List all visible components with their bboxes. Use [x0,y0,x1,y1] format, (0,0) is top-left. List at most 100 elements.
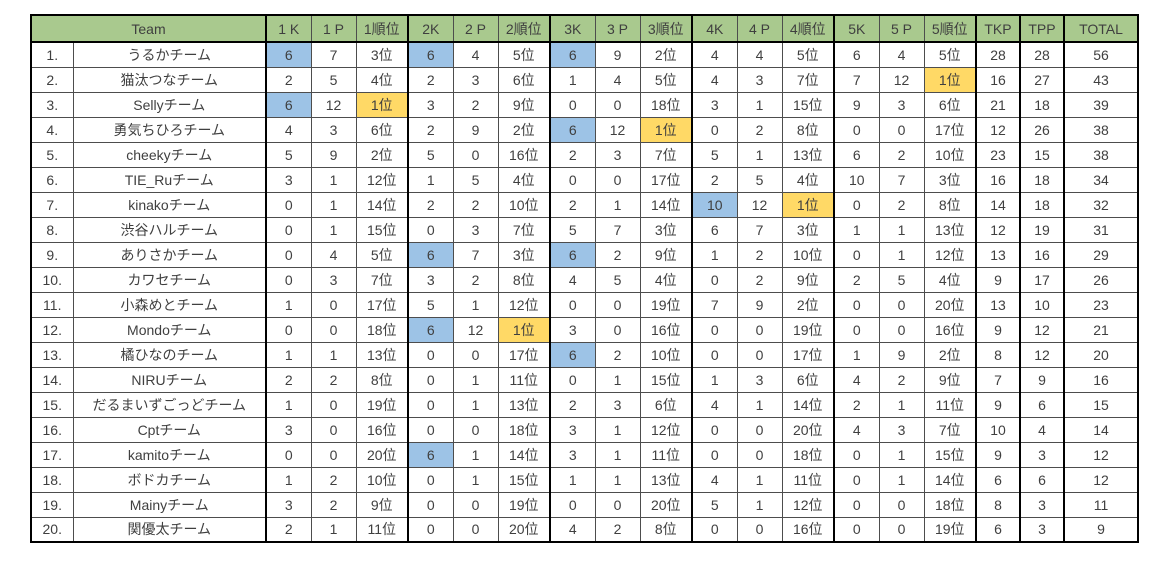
cell-3k: 0 [549,491,596,518]
header-cell-1p: 1 P [310,14,357,43]
cell-5rank: 6位 [923,91,977,118]
cell-2rank: 5位 [497,41,551,68]
cell-5rank: 3位 [923,166,977,193]
cell-5rank: 11位 [923,391,977,418]
cell-3k: 0 [549,91,596,118]
cell-4k: 10 [691,191,738,218]
cell-total: 9 [1063,516,1139,543]
cell-1k: 0 [265,316,312,343]
cell-tpp: 17 [1019,266,1065,293]
cell-3p: 0 [594,91,641,118]
cell-tkp: 13 [975,291,1021,318]
table-row: 8. 渋谷ハルチーム 0 1 15位 0 3 7位 5 7 3位 6 7 3位 1 1 13位 12 19 31 [30,216,1139,243]
cell-tkp: 16 [975,166,1021,193]
cell-3rank: 19位 [639,291,693,318]
cell-4rank: 7位 [781,66,835,93]
cell-total: 12 [1063,441,1139,468]
cell-1p: 5 [310,66,357,93]
cell-1k: 5 [265,141,312,168]
cell-5k: 6 [833,141,880,168]
rank-cell: 8. [30,216,74,243]
team-name-cell: Mondoチーム [72,316,267,343]
cell-tpp: 3 [1019,441,1065,468]
cell-2k: 6 [407,41,454,68]
header-cell-3rank: 3順位 [639,14,693,43]
cell-2k: 0 [407,366,454,393]
cell-2rank: 14位 [497,441,551,468]
cell-5k: 4 [833,366,880,393]
rank-cell: 9. [30,241,74,268]
cell-1rank: 2位 [355,141,409,168]
cell-2rank: 2位 [497,116,551,143]
cell-2k: 2 [407,66,454,93]
header-cell-4k: 4K [691,14,738,43]
cell-4k: 4 [691,466,738,493]
team-name-cell: 勇気ちひろチーム [72,116,267,143]
cell-5k: 1 [833,216,880,243]
cell-1p: 7 [310,41,357,68]
cell-5rank: 5位 [923,41,977,68]
cell-2p: 1 [452,466,499,493]
cell-4rank: 11位 [781,466,835,493]
team-name-cell: kamitoチーム [72,441,267,468]
header-cell-2rank: 2順位 [497,14,551,43]
header-cell-tpp: TPP [1019,14,1065,43]
table-row: 2. 猫汰つなチーム 2 5 4位 2 3 6位 1 4 5位 4 3 7位 7 12 1位 16 27 43 [30,66,1139,93]
cell-4k: 5 [691,491,738,518]
cell-1rank: 20位 [355,441,409,468]
cell-2rank: 8位 [497,266,551,293]
cell-4k: 4 [691,41,738,68]
cell-4rank: 15位 [781,91,835,118]
cell-4rank: 14位 [781,391,835,418]
cell-1rank: 19位 [355,391,409,418]
cell-5k: 2 [833,266,880,293]
cell-1p: 0 [310,416,357,443]
cell-4k: 0 [691,316,738,343]
cell-tkp: 13 [975,241,1021,268]
cell-3k: 2 [549,391,596,418]
cell-5k: 0 [833,441,880,468]
cell-2k: 0 [407,491,454,518]
header-cell-tkp: TKP [975,14,1021,43]
cell-total: 16 [1063,366,1139,393]
table-row: 13. 橘ひなのチーム 1 1 13位 0 0 17位 6 2 10位 0 0 17位 1 9 2位 8 12 20 [30,341,1139,368]
cell-3k: 4 [549,266,596,293]
cell-2p: 3 [452,66,499,93]
cell-3p: 0 [594,166,641,193]
cell-total: 38 [1063,141,1139,168]
table-body: 1. うるかチーム 6 7 3位 6 4 5位 6 9 2位 4 4 5位 6 4 5位 28 28 56 2. 猫汰つな… [30,41,1139,543]
team-name-cell: Mainyチーム [72,491,267,518]
cell-3rank: 12位 [639,416,693,443]
table-row: 19. Mainyチーム 3 2 9位 0 0 19位 0 0 20位 5 1 12位 0 0 18位 8 3 11 [30,491,1139,518]
cell-tpp: 3 [1019,491,1065,518]
cell-tpp: 18 [1019,191,1065,218]
cell-2rank: 7位 [497,216,551,243]
header-cell-team: Team [30,14,267,43]
cell-5p: 0 [878,491,925,518]
cell-1rank: 9位 [355,491,409,518]
table-row: 7. kinakoチーム 0 1 14位 2 2 10位 2 1 14位 10 12 1位 0 2 8位 14 18… [30,191,1139,218]
cell-5k: 0 [833,191,880,218]
cell-2rank: 4位 [497,166,551,193]
cell-2rank: 15位 [497,466,551,493]
cell-1p: 0 [310,291,357,318]
cell-1rank: 14位 [355,191,409,218]
cell-5k: 2 [833,391,880,418]
cell-2p: 0 [452,141,499,168]
cell-1rank: 8位 [355,366,409,393]
cell-1p: 3 [310,116,357,143]
cell-5rank: 10位 [923,141,977,168]
cell-2k: 0 [407,391,454,418]
cell-tpp: 28 [1019,41,1065,68]
cell-4p: 3 [736,66,783,93]
cell-tkp: 6 [975,516,1021,543]
cell-2k: 5 [407,141,454,168]
cell-3k: 1 [549,466,596,493]
cell-tpp: 12 [1019,341,1065,368]
cell-1p: 1 [310,191,357,218]
cell-3k: 5 [549,216,596,243]
cell-5p: 12 [878,66,925,93]
cell-total: 32 [1063,191,1139,218]
team-name-cell: だるまいずごっどチーム [72,391,267,418]
cell-total: 38 [1063,116,1139,143]
